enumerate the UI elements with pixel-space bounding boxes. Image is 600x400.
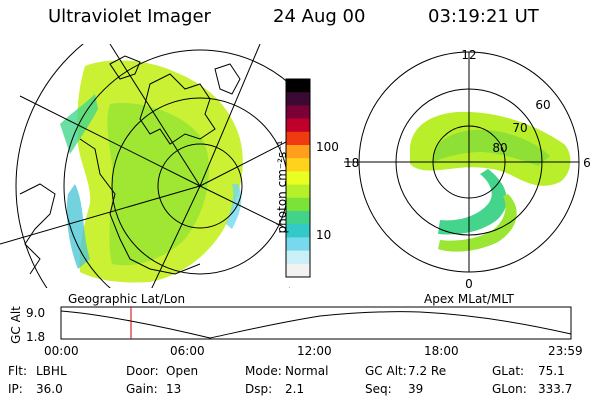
colorbar-band: [286, 211, 310, 225]
altitude-trace: [60, 310, 572, 339]
coastline: [19, 183, 56, 275]
status-value: 13: [166, 382, 182, 396]
emission-arc-outer: [438, 194, 517, 252]
coastline: [139, 73, 216, 145]
status-value: 75.1: [538, 364, 565, 378]
mlt-label-0: 0: [465, 277, 473, 290]
colorbar-tick-10: 10: [316, 228, 332, 242]
instrument-title: Ultraviolet Imager: [48, 6, 211, 27]
mlt-label-12: 12: [461, 48, 476, 62]
colorbar-band: [286, 237, 310, 252]
colorbar-band: [286, 171, 310, 186]
mlat-label-70: 70: [512, 121, 527, 135]
colorbar-band: [286, 263, 310, 278]
emission-arc: [438, 169, 507, 235]
colorbar-band: [286, 250, 310, 265]
colorbar-band: [286, 158, 310, 172]
mlat-label-80: 80: [492, 141, 507, 155]
colorbar-band: [286, 118, 310, 133]
coastline: [109, 55, 141, 80]
colorbar: [285, 78, 311, 278]
status-value: 7.2 Re: [408, 364, 447, 378]
magnetic-map-label: Apex MLat/MLT: [424, 292, 514, 306]
time-label: 03:19:21 UT: [428, 6, 539, 27]
geographic-map-label: Geographic Lat/Lon: [68, 292, 186, 306]
date-label: 24 Aug 00: [273, 6, 366, 27]
coastline: [214, 63, 241, 95]
altitude-ytick-top: 9.0: [26, 306, 46, 320]
status-value: Open: [166, 364, 199, 378]
colorbar-band: [286, 224, 310, 238]
magnetic-polar-plot: 12 18 6 0 60 70 80: [344, 48, 591, 290]
emission-edge-3: [226, 184, 242, 229]
altitude-xtick-2: 12:00: [297, 344, 332, 358]
status-key: Seq:: [365, 382, 392, 396]
geographic-map: [0, 44, 290, 288]
status-value: 36.0: [36, 382, 63, 396]
colorbar-band: [286, 131, 310, 146]
emission-edge-2: [66, 184, 90, 269]
altitude-xtick-3: 18:00: [424, 344, 459, 358]
coastline: [79, 138, 201, 275]
status-key: Flt:: [8, 364, 27, 378]
status-key: Mode:: [245, 364, 282, 378]
altitude-plot: [60, 306, 572, 340]
colorbar-band: [286, 105, 310, 120]
status-key: Dsp:: [245, 382, 273, 396]
status-value: LBHL: [36, 364, 67, 378]
emission-oval-inner: [433, 129, 550, 166]
colorbar-band: [286, 92, 310, 106]
status-key: GLon:: [492, 382, 527, 396]
colorbar-band: [286, 145, 310, 159]
mlt-label-6: 6: [583, 156, 591, 170]
altitude-ytick-bottom: 1.8: [26, 330, 46, 344]
status-key: IP:: [8, 382, 23, 396]
colorbar-band: [286, 197, 310, 212]
colorbar-tick-100: 100: [316, 140, 339, 154]
status-value: 2.1: [285, 382, 305, 396]
status-value: 39: [408, 382, 424, 396]
status-key: GC Alt:: [365, 364, 407, 378]
status-value: Normal: [285, 364, 329, 378]
status-key: Gain:: [126, 382, 158, 396]
colorbar-unit-label: photon cm⁻²s⁻¹: [275, 140, 289, 234]
mlt-label-18: 18: [344, 156, 359, 170]
altitude-xtick-4: 23:59: [548, 344, 583, 358]
altitude-xtick-1: 06:00: [170, 344, 205, 358]
status-value: 333.7: [538, 382, 573, 396]
status-key: GLat:: [492, 364, 525, 378]
colorbar-band: [286, 184, 310, 199]
colorbar-band: [286, 79, 310, 93]
status-key: Door:: [126, 364, 159, 378]
mlat-label-60: 60: [535, 98, 550, 112]
altitude-axis-label: GC Alt: [9, 306, 23, 344]
altitude-xtick-0: 00:00: [44, 344, 79, 358]
